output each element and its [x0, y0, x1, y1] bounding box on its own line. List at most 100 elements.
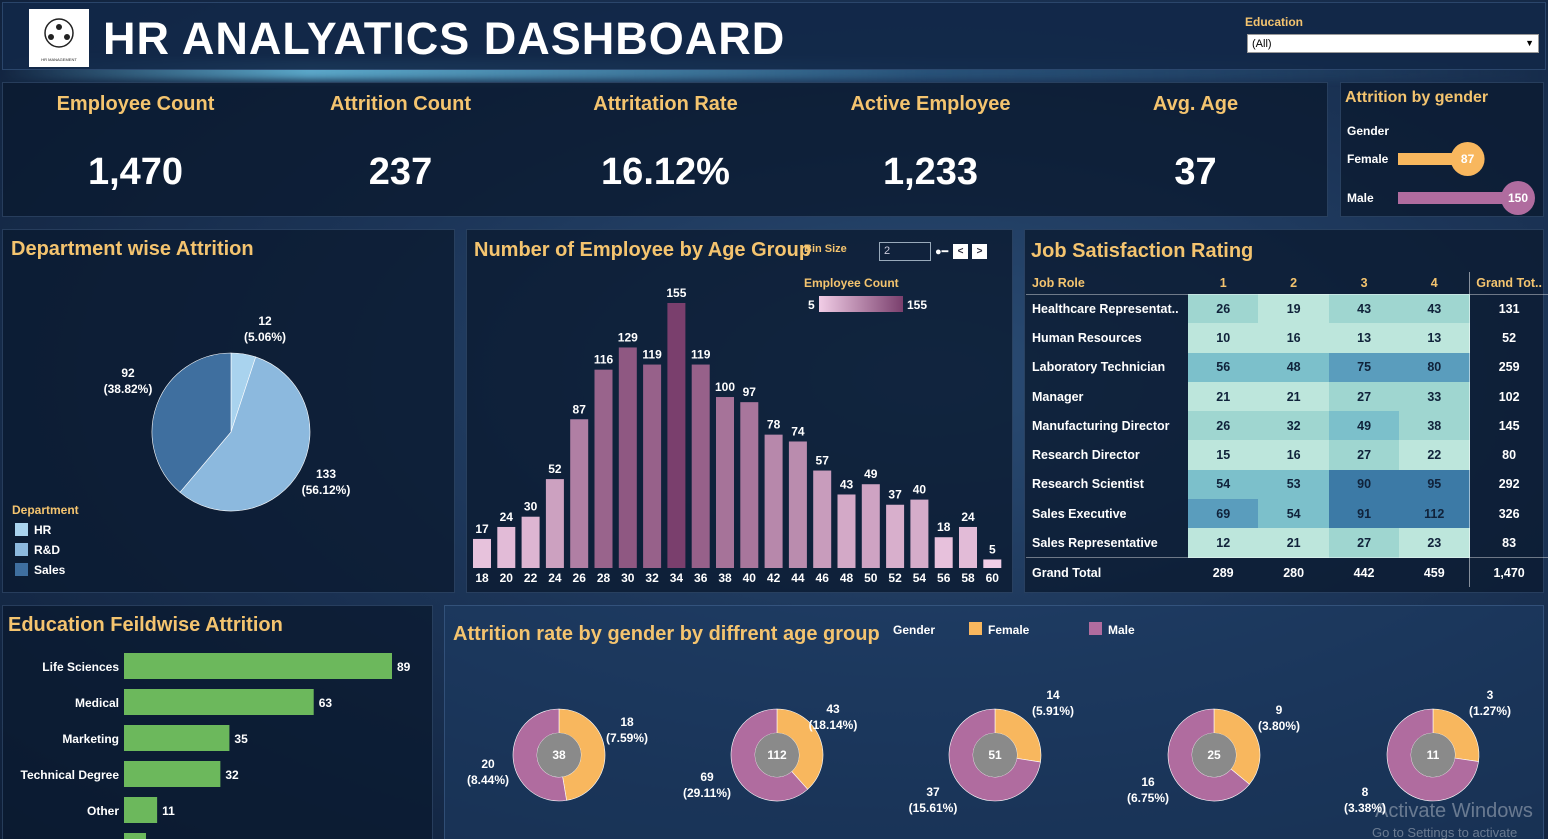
male-value-label: 69	[700, 770, 714, 784]
rating-cell: 53	[1258, 469, 1329, 500]
age-bar-value: 43	[840, 477, 854, 491]
grand-total-cell: 459	[1399, 557, 1470, 587]
education-attrition-panel: Education Feildwise Attrition Life Scien…	[2, 605, 433, 839]
age-bar-value: 24	[500, 510, 514, 524]
grand-total-cell: 280	[1258, 557, 1329, 587]
rating-cell: 80	[1399, 352, 1470, 382]
age-bar-value: 129	[618, 330, 638, 344]
row-total-cell: 52	[1469, 323, 1548, 353]
rating-cell: 16	[1258, 440, 1329, 470]
age-bar	[643, 364, 662, 568]
age-bar-value: 49	[864, 467, 878, 481]
education-filter-label: Education	[1245, 15, 1304, 29]
table-row: Human Resources 10 16 13 13 52	[1026, 323, 1548, 353]
chevron-left-icon[interactable]: <	[953, 244, 968, 259]
job-role-cell: Research Scientist	[1032, 477, 1144, 492]
age-bar	[594, 369, 613, 568]
education-filter-value: (All)	[1252, 38, 1272, 50]
rating-cell: 12	[1187, 528, 1259, 558]
age-bar-value: 18	[937, 520, 951, 534]
female-percent-label: (18.14%)	[809, 718, 858, 732]
kpi-value: 16.12%	[601, 151, 730, 193]
row-total-cell: 292	[1469, 469, 1548, 500]
donut-total-label: 11	[1427, 748, 1440, 762]
age-tick-label: 36	[694, 571, 708, 585]
legend-label-female: Female	[988, 623, 1030, 637]
age-bar	[473, 538, 491, 568]
gender-bar-end	[1450, 142, 1485, 176]
header-bar: HR MANAGEMENT HR ANALYATICS DASHBOARD Ed…	[2, 2, 1546, 70]
age-bar-value: 52	[548, 462, 562, 476]
panel-title: Attrition by gender	[1345, 89, 1489, 106]
kpi-title: Attritation Rate	[593, 93, 738, 115]
age-tick-label: 34	[670, 571, 684, 585]
panel-title: Number of Employee by Age Group	[474, 239, 812, 261]
age-bar	[497, 526, 516, 568]
job-role-cell: Sales Representative	[1032, 535, 1158, 550]
kpi-employee-count: Employee Count 1,470	[3, 83, 268, 218]
age-bar-value: 116	[594, 353, 614, 367]
row-total-cell: 259	[1469, 352, 1548, 382]
bin-slider-icon[interactable]: ●━	[935, 246, 949, 258]
row-total-cell: 131	[1469, 294, 1548, 324]
age-tick-label: 56	[937, 571, 951, 585]
job-role-cell: Research Director	[1032, 448, 1140, 463]
rating-cell: 26	[1187, 411, 1259, 441]
rating-cell: 13	[1328, 323, 1400, 353]
age-tick-label: 48	[840, 571, 854, 585]
education-value-label: 32	[225, 768, 239, 782]
table-row: Laboratory Technician 56 48 75 80 259	[1026, 352, 1548, 382]
rating-cell: 21	[1258, 528, 1329, 558]
female-value-label: 9	[1276, 703, 1283, 717]
rating-cell: 27	[1328, 440, 1400, 470]
donut-slice-female	[558, 708, 606, 801]
pie-value-label: 12	[258, 314, 272, 328]
kpi-title: Avg. Age	[1152, 93, 1239, 115]
education-value-label: 11	[162, 804, 175, 818]
legend-title: Employee Count	[804, 276, 899, 290]
kpi-title: Active Employee	[850, 93, 1011, 115]
male-percent-label: (3.38%)	[1344, 801, 1386, 815]
age-bar-value: 30	[524, 500, 538, 514]
rating-cell: 54	[1258, 499, 1329, 529]
age-bar	[691, 364, 710, 568]
kpi-title: Attrition Count	[329, 93, 472, 115]
age-bar	[886, 504, 905, 568]
age-bar-value: 74	[791, 424, 805, 438]
panel-title: Department wise Attrition	[11, 238, 254, 260]
dashboard-title: HR ANALYATICS DASHBOARD	[103, 13, 786, 64]
rating-cell: 38	[1399, 411, 1470, 441]
male-value-label: 8	[1362, 785, 1369, 799]
age-bar	[764, 434, 783, 568]
bin-size-input[interactable]: 2	[879, 242, 931, 261]
rating-cell: 56	[1187, 352, 1259, 382]
job-role-cell: Sales Executive	[1032, 506, 1127, 521]
job-role-cell: Human Resources	[1032, 330, 1142, 345]
attrition-by-gender-panel: Attrition by gender Gender Female 87 Male 1…	[1340, 82, 1544, 217]
table-row: Manufacturing Director 26 32 49 38 145	[1026, 411, 1548, 441]
legend-title: Department	[12, 503, 79, 517]
legend-title: Gender	[893, 623, 936, 637]
age-bar-value: 100	[715, 380, 735, 394]
age-bar-value: 17	[475, 522, 489, 536]
rating-cell: 49	[1328, 411, 1400, 441]
male-percent-label: (6.75%)	[1127, 791, 1169, 805]
age-tick-label: 26	[573, 571, 587, 585]
age-bar	[716, 397, 734, 568]
age-group-panel: Number of Employee by Age Group Bin Size…	[466, 229, 1013, 593]
age-bar	[740, 402, 759, 568]
age-tick-label: 22	[524, 571, 538, 585]
kpi-value: 1,233	[882, 151, 979, 193]
rating-cell: 75	[1328, 352, 1400, 382]
age-bar-value: 119	[691, 348, 711, 362]
col-header: Grand Tot..	[1469, 272, 1548, 295]
chevron-down-icon[interactable]: ▼	[1525, 38, 1534, 48]
education-bar-partial	[124, 833, 146, 839]
gender-category-label: Female	[1347, 152, 1389, 166]
education-filter-select[interactable]: (All) ▼	[1247, 34, 1539, 53]
age-bar	[959, 526, 977, 568]
female-value-label: 43	[826, 702, 840, 716]
chevron-right-icon[interactable]: >	[972, 244, 987, 259]
legend-swatch	[15, 523, 28, 536]
age-tick-label: 40	[743, 571, 757, 585]
